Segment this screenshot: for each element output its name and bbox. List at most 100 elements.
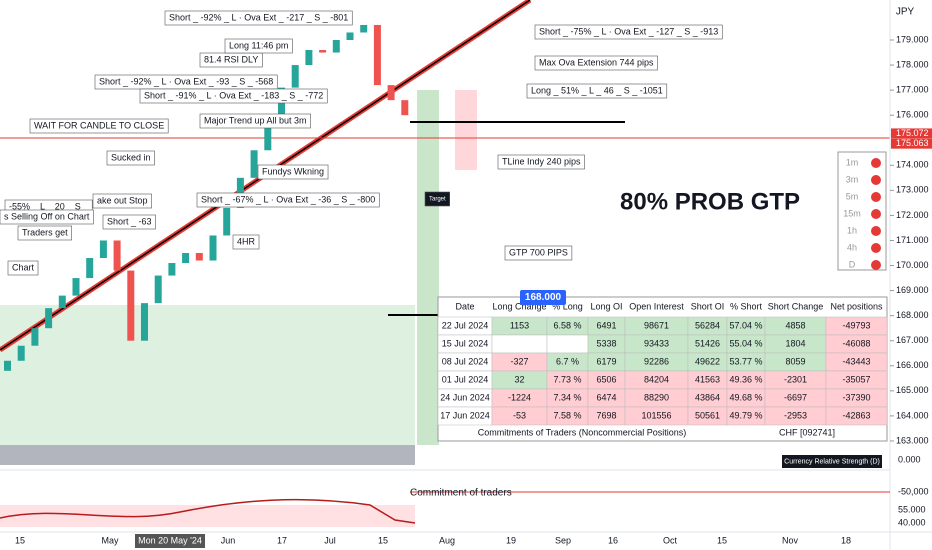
table-cell-text: 57.04 %: [729, 320, 762, 330]
table-cell-text: 50561: [695, 410, 720, 420]
candle: [182, 253, 190, 264]
x-tick-label: Sep: [555, 535, 571, 545]
table-cell-text: -53: [513, 410, 526, 420]
candle: [223, 207, 231, 236]
annotation-box: [424, 191, 450, 207]
table-cell-text: 6474: [596, 392, 616, 402]
table-header: Date: [455, 301, 474, 311]
table-cell-text: 22 Jul 2024: [442, 320, 489, 330]
table-cell-text: 32: [514, 374, 524, 384]
signal: [871, 192, 881, 202]
timeframe: 5m: [846, 191, 859, 201]
price-badge: [891, 138, 932, 149]
table-cell-text: 15 Jul 2024: [442, 338, 489, 348]
y-tick-label: 173.000: [896, 185, 929, 195]
table-cell-text: -42863: [842, 410, 870, 420]
candle: [113, 240, 121, 271]
date-badge: [135, 534, 205, 548]
x-tick-label: Jul: [324, 535, 336, 545]
table-cell-text: 6179: [596, 356, 616, 366]
table-cell-text: 53.77 %: [729, 356, 762, 366]
candle: [127, 270, 135, 341]
candle: [141, 303, 148, 341]
indicator-tick: 40.000: [898, 517, 926, 527]
table-footer: CHF [092741]: [779, 427, 835, 437]
table-cell-text: 1153: [510, 320, 529, 330]
annotation: 81.4 RSI DLY: [204, 54, 258, 64]
table-cell-text: -6697: [784, 392, 807, 402]
table-cell-text: 56284: [695, 320, 720, 330]
table-cell-text: 41563: [695, 374, 720, 384]
annotation-box: [92, 193, 152, 209]
table-header: Short Change: [768, 301, 824, 311]
table-cell-text: 49.36 %: [729, 374, 762, 384]
x-tick-label: Jun: [221, 535, 236, 545]
annotation: GTP 700 PIPS: [509, 247, 568, 257]
table-header: % Short: [730, 301, 763, 311]
candle: [31, 328, 39, 346]
signal: [871, 226, 881, 236]
annotation-box: [102, 214, 156, 230]
table-cell-text: 49622: [695, 356, 720, 366]
table-cell-text: 55.04 %: [729, 338, 762, 348]
table-cell-text: 8059: [785, 356, 805, 366]
candle: [360, 24, 368, 33]
y-tick-label: 168.000: [896, 310, 929, 320]
annotation-box: [17, 225, 72, 241]
annotation: Short _ -75% _ L · Ova Ext _ -127 _ S _ …: [539, 26, 718, 36]
x-tick-label: 18: [841, 535, 851, 545]
y-tick-label: 164.000: [896, 410, 929, 420]
y-tick-label: 174.000: [896, 160, 929, 170]
x-tick-label: 15: [378, 535, 388, 545]
candle: [264, 120, 272, 151]
table-cell-text: 93433: [644, 338, 669, 348]
y-tick-label: 163.000: [896, 435, 929, 445]
zone: [0, 445, 415, 465]
table-cell-text: 6491: [596, 320, 616, 330]
table-header: Net positions: [830, 301, 883, 311]
x-tick-label: 15: [717, 535, 727, 545]
table-cell-text: 08 Jul 2024: [442, 356, 489, 366]
annotation: Short _ -91% _ L · Ova Ext _ -183 _ S _ …: [144, 90, 323, 100]
candle: [154, 275, 162, 304]
annotation-box: [29, 118, 169, 134]
indicator-line: [0, 498, 416, 524]
table-cell-text: 7.34 %: [553, 392, 581, 402]
annotation-box: [106, 150, 155, 166]
annotation: TLine Indy 240 pips: [502, 156, 581, 166]
table-cell-text: 7.73 %: [553, 374, 581, 384]
table-cell-text: 6.7 %: [556, 356, 579, 366]
table-cell-text: 101556: [641, 410, 671, 420]
signal: [871, 260, 881, 270]
annotation: Long _ 51% _ L _ 46 _ S _ -1051: [531, 85, 663, 95]
table-cell-text: -2301: [784, 374, 807, 384]
annotation: Fundys Wkning: [262, 166, 324, 176]
annotation: Short _ -67% _ L · Ova Ext _ -36 _ S _ -…: [201, 194, 375, 204]
y-tick-label: 172.000: [896, 210, 929, 220]
x-tick-label: 16: [608, 535, 618, 545]
x-tick-label: 15: [15, 535, 25, 545]
table-cell-text: -49793: [842, 320, 870, 330]
table-cell-text: 49.79 %: [729, 410, 762, 420]
y-tick-label: 171.000: [896, 235, 929, 245]
indicator-label: Commitment of traders: [410, 488, 512, 499]
annotation: Chart: [12, 262, 35, 272]
indicator-badge: [782, 455, 882, 468]
table-footer: Commitments of Traders (Noncommercial Po…: [478, 427, 687, 437]
table-cell-text: -35057: [842, 374, 870, 384]
table-header: Short OI: [691, 301, 725, 311]
table-cell-text: 7.58 %: [553, 410, 581, 420]
signal: [871, 209, 881, 219]
y-tick-label: 166.000: [896, 360, 929, 370]
currency: JPY: [896, 7, 915, 18]
candle: [4, 360, 11, 371]
badge: [520, 290, 566, 305]
x-tick-label: May: [101, 535, 119, 545]
annotation-box: [7, 260, 39, 276]
annotation: Long 11:46 pm: [229, 40, 288, 50]
annotation-box: [0, 209, 94, 225]
table-cell-text: 98671: [644, 320, 669, 330]
table-cell-text: 88290: [644, 392, 669, 402]
indicator-tick: -50,000: [898, 486, 929, 496]
x-tick-label: Aug: [439, 535, 455, 545]
